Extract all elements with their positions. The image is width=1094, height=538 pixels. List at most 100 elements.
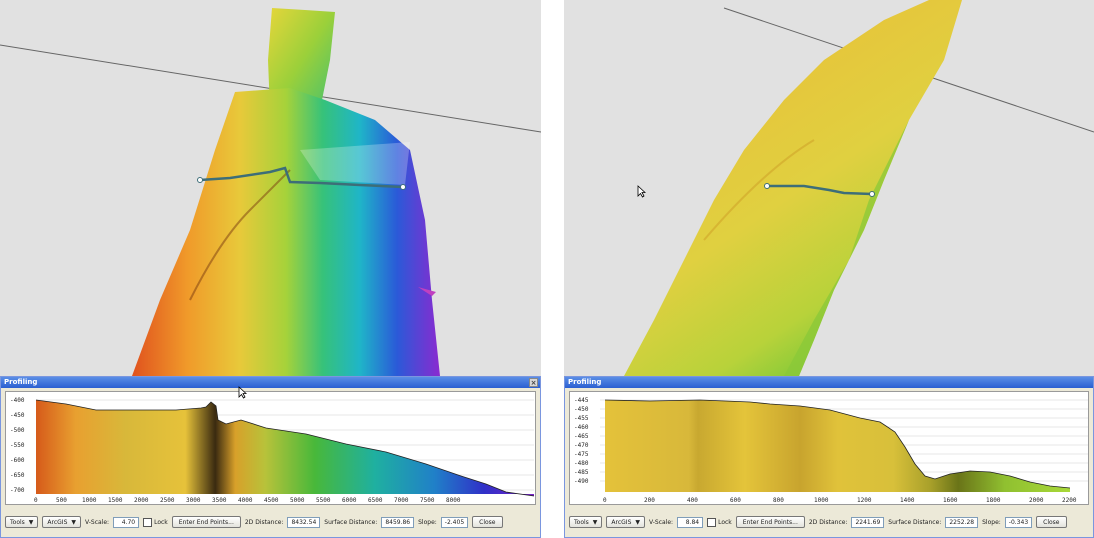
right-x-tick: 1000 xyxy=(814,497,829,504)
right-3d-scene[interactable] xyxy=(564,0,1094,376)
left-x-axis: 0 500 1000 1500 2000 2500 3000 3500 4000… xyxy=(34,497,461,504)
left-dialog-title: Profiling xyxy=(4,378,38,386)
left-profile-start-handle[interactable] xyxy=(197,177,203,183)
right-profile-chart: -445 -450 -455 -460 -465 -470 -475 -480 … xyxy=(569,391,1089,505)
right-terrain-ridge xyxy=(703,139,815,241)
left-profiling-dialog: Profiling × xyxy=(0,376,541,538)
left-surface-distance-field[interactable]: 8459.86 xyxy=(381,516,415,528)
left-close-button[interactable]: Close xyxy=(472,516,503,528)
left-profile-window: Profiling × xyxy=(0,0,541,538)
left-2d-distance-field[interactable]: 8432.54 xyxy=(287,516,321,528)
right-profiling-dialog: Profiling xyxy=(564,376,1094,538)
left-x-tick: 0 xyxy=(34,497,38,504)
left-arcgis-label: ArcGIS xyxy=(47,519,68,526)
left-lock-label: Lock xyxy=(154,518,168,526)
right-tools-dropdown[interactable]: Tools ▼ xyxy=(569,516,603,528)
left-profile-end-handle[interactable] xyxy=(400,184,406,190)
right-y-tick: -450 xyxy=(574,406,589,413)
left-3d-scene[interactable] xyxy=(0,0,541,376)
right-arcgis-dropdown[interactable]: ArcGIS ▼ xyxy=(606,516,645,528)
left-x-tick: 7000 xyxy=(394,497,409,504)
left-profile-curve xyxy=(35,399,535,497)
left-profile-area xyxy=(36,400,534,496)
left-terrain-surface xyxy=(132,88,440,376)
left-y-axis: -400 -450 -500 -550 -600 -650 -700 xyxy=(10,397,25,494)
left-x-tick: 6000 xyxy=(342,497,357,504)
left-x-tick: 1500 xyxy=(108,497,123,504)
left-x-tick: 3500 xyxy=(212,497,227,504)
left-x-tick: 8000 xyxy=(446,497,461,504)
right-y-tick: -470 xyxy=(574,442,589,449)
right-profile-line[interactable] xyxy=(767,184,873,196)
right-x-tick: 800 xyxy=(773,497,784,504)
right-x-axis: 0 200 400 600 800 1000 1200 1400 1600 18… xyxy=(603,497,1077,504)
left-profile-plane xyxy=(300,142,410,185)
right-y-tick: -475 xyxy=(574,451,589,458)
right-y-tick: -460 xyxy=(574,424,589,431)
left-slope-label: Slope: xyxy=(418,518,437,526)
right-close-button[interactable]: Close xyxy=(1036,516,1067,528)
left-x-tick: 3000 xyxy=(186,497,201,504)
left-x-tick: 1000 xyxy=(82,497,97,504)
right-arcgis-label: ArcGIS xyxy=(611,519,632,526)
left-2d-distance-label: 2D Distance: xyxy=(244,518,284,526)
left-profile-line[interactable] xyxy=(199,166,404,189)
left-x-tick: 500 xyxy=(56,497,67,504)
right-y-tick: -455 xyxy=(574,415,589,422)
right-terrain-slope xyxy=(784,120,909,376)
right-x-tick: 1400 xyxy=(900,497,915,504)
left-arcgis-chevron-down-icon: ▼ xyxy=(71,519,76,526)
left-terrain-render xyxy=(0,8,541,376)
right-terrain-surface xyxy=(624,0,962,376)
left-dialog-titlebar[interactable]: Profiling × xyxy=(1,377,540,388)
right-surface-distance-label: Surface Distance: xyxy=(888,518,942,526)
left-tools-chevron-down-icon: ▼ xyxy=(28,519,34,526)
right-y-tick: -480 xyxy=(574,460,589,467)
right-surface-distance-field[interactable]: 2252.28 xyxy=(945,516,979,528)
mouse-pointer-icon xyxy=(637,185,646,198)
right-enter-end-points-button[interactable]: Enter End Points... xyxy=(735,516,805,528)
right-2d-distance-field[interactable]: 2241.69 xyxy=(851,516,885,528)
left-x-tick: 4500 xyxy=(264,497,279,504)
right-x-tick: 2000 xyxy=(1029,497,1044,504)
left-vscale-label: V-Scale: xyxy=(85,518,110,526)
left-lock-checkbox[interactable]: Lock xyxy=(143,517,168,527)
left-y-tick: -550 xyxy=(10,442,25,449)
right-lock-label: Lock xyxy=(718,518,732,526)
left-y-tick: -700 xyxy=(10,487,25,494)
right-dialog-titlebar[interactable]: Profiling xyxy=(565,377,1093,388)
left-arcgis-dropdown[interactable]: ArcGIS ▼ xyxy=(42,516,81,528)
right-x-tick: 0 xyxy=(603,497,607,504)
left-lock-checkbox-box[interactable] xyxy=(143,517,153,527)
right-y-tick: -465 xyxy=(574,433,589,440)
left-x-tick: 5000 xyxy=(290,497,305,504)
left-x-tick: 5500 xyxy=(316,497,331,504)
left-slope-field[interactable]: -2.405 xyxy=(440,516,469,528)
left-ridge-top xyxy=(268,8,335,115)
left-x-tick: 7500 xyxy=(420,497,435,504)
right-slope-field[interactable]: -0.343 xyxy=(1004,516,1033,528)
right-vscale-field[interactable]: 8.84 xyxy=(677,516,704,528)
left-dialog-close-icon[interactable]: × xyxy=(529,378,538,387)
left-x-tick: 2500 xyxy=(160,497,175,504)
right-lock-checkbox-box[interactable] xyxy=(707,517,717,527)
right-y-tick: -485 xyxy=(574,469,589,476)
left-tools-dropdown[interactable]: Tools ▼ xyxy=(5,516,39,528)
right-profile-curve xyxy=(604,399,1071,489)
left-y-tick: -500 xyxy=(10,427,25,434)
left-enter-end-points-button[interactable]: Enter End Points... xyxy=(171,516,241,528)
right-x-tick: 2200 xyxy=(1062,497,1077,504)
left-y-tick: -400 xyxy=(10,397,25,404)
right-dialog-title: Profiling xyxy=(568,378,602,386)
right-profile-start-handle[interactable] xyxy=(764,183,770,189)
left-vscale-field[interactable]: 4.70 xyxy=(113,516,140,528)
right-terrain-render xyxy=(624,0,1094,376)
left-y-tick: -450 xyxy=(10,412,25,419)
right-2d-distance-label: 2D Distance: xyxy=(808,518,848,526)
right-profile-area xyxy=(605,400,1070,492)
right-lock-checkbox[interactable]: Lock xyxy=(707,517,732,527)
right-profile-end-handle[interactable] xyxy=(869,191,875,197)
left-surface-distance-label: Surface Distance: xyxy=(324,518,378,526)
left-x-tick: 4000 xyxy=(238,497,253,504)
left-y-tick: -650 xyxy=(10,472,25,479)
